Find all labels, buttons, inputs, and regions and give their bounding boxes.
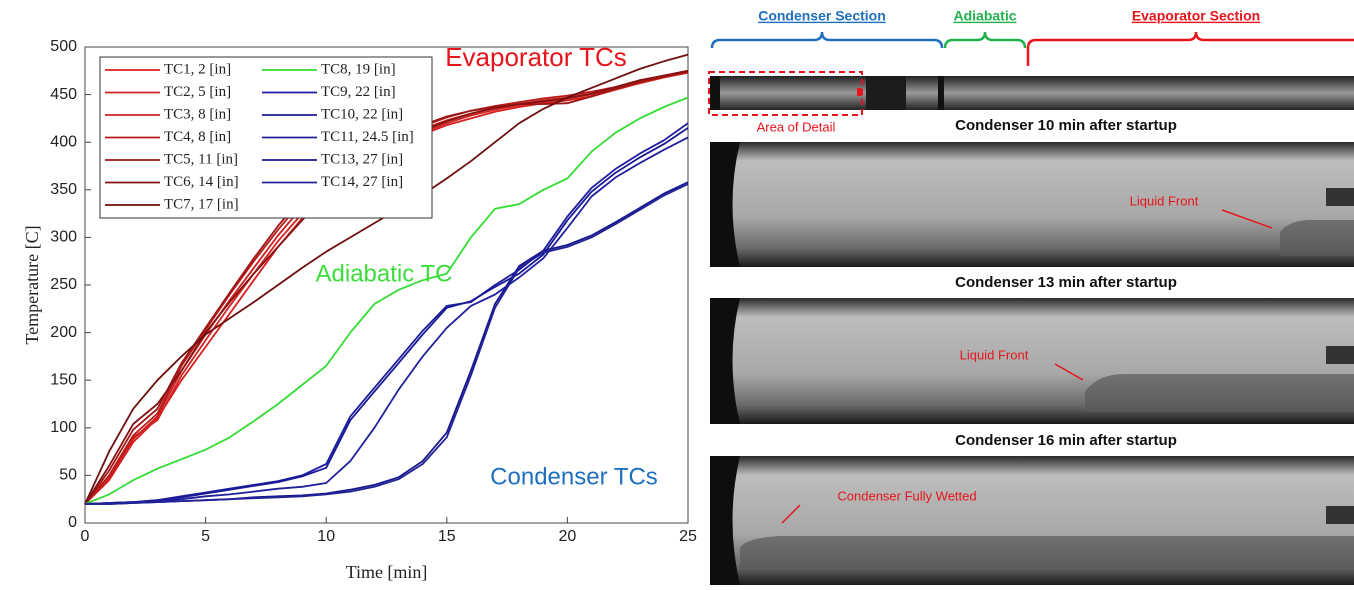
- legend-label: TC7, 17 [in]: [164, 196, 239, 212]
- x-tick-label: 15: [438, 528, 456, 545]
- series-line: [85, 183, 689, 505]
- x-tick-label: 25: [679, 528, 697, 545]
- y-tick-label: 200: [50, 324, 77, 341]
- y-tick-label: 150: [50, 371, 77, 388]
- overview-image: [710, 76, 1354, 110]
- image-detail: [1326, 188, 1354, 206]
- arrow: [1221, 209, 1273, 229]
- image-detail: [857, 88, 862, 96]
- image-detail: [938, 76, 944, 110]
- series-line: [84, 136, 689, 505]
- image-detail: [710, 298, 740, 424]
- legend-label: TC9, 22 [in]: [321, 84, 396, 100]
- frame: Condenser 16 min after startup Condenser…: [710, 432, 1354, 585]
- y-tick-label: 450: [50, 86, 77, 103]
- image-detail: [710, 456, 740, 585]
- image-detail: [866, 76, 906, 110]
- x-tick-label: 20: [559, 528, 577, 545]
- frame-annotation: Liquid Front: [960, 347, 1029, 362]
- section-label: Condenser Section: [758, 8, 886, 24]
- section-label: Adiabatic: [953, 8, 1016, 24]
- legend-label: TC14, 27 [in]: [321, 174, 403, 190]
- legend-label: TC1, 2 [in]: [164, 61, 231, 77]
- image-detail: [710, 142, 740, 267]
- arrow: [1054, 363, 1084, 381]
- x-tick-label: 10: [317, 528, 335, 545]
- legend-label: TC11, 24.5 [in]: [321, 129, 414, 145]
- frame: Condenser 13 min after startup Liquid Fr…: [710, 274, 1354, 424]
- x-tick-label: 5: [201, 528, 210, 545]
- chart: 0 5 10 15 20 25050100150200250300350400450500…: [22, 38, 697, 582]
- detail-label: Area of Detail: [757, 119, 836, 134]
- y-tick-label: 350: [50, 181, 77, 198]
- y-tick-label: 400: [50, 133, 77, 150]
- frame-annotation: Condenser Fully Wetted: [837, 488, 976, 503]
- y-tick-label: 50: [59, 467, 77, 484]
- frame: Condenser 10 min after startup Liquid Fr…: [710, 117, 1354, 267]
- legend-label: TC8, 19 [in]: [321, 61, 396, 77]
- y-tick-label: 300: [50, 229, 77, 246]
- y-tick-label: 250: [50, 276, 77, 293]
- y-tick-label: 0: [68, 514, 77, 531]
- legend-label: TC4, 8 [in]: [164, 129, 231, 145]
- legend-label: TC3, 8 [in]: [164, 106, 231, 122]
- detail-box: [708, 71, 863, 116]
- y-axis-label: Temperature [C]: [22, 225, 42, 344]
- legend-label: TC13, 27 [in]: [321, 151, 403, 167]
- section-label: Evaporator Section: [1132, 8, 1260, 24]
- liquid-front: [1085, 374, 1354, 412]
- legend-label: TC6, 14 [in]: [164, 174, 239, 190]
- annotation: Condenser TCs: [490, 463, 658, 490]
- legend-label: TC10, 22 [in]: [321, 106, 403, 122]
- frame-image: [710, 142, 1354, 267]
- image-detail: [1326, 346, 1354, 364]
- frame-title: Condenser 16 min after startup: [955, 432, 1177, 449]
- series-line: [84, 96, 689, 505]
- legend-label: TC5, 11 [in]: [164, 151, 238, 167]
- series-line: [85, 181, 689, 505]
- image-panel: Condenser Section Adiabatic Evaporator S…: [708, 8, 1354, 585]
- annotation: Evaporator TCs: [445, 42, 627, 72]
- y-tick-label: 100: [50, 419, 77, 436]
- liquid-front: [740, 536, 1354, 568]
- bracket: [710, 31, 944, 49]
- bracket: [943, 31, 1027, 49]
- frame-annotation: Liquid Front: [1130, 193, 1199, 208]
- series-line: [84, 127, 689, 505]
- y-tick-label: 500: [50, 38, 77, 55]
- legend-label: TC2, 5 [in]: [164, 84, 231, 100]
- annotation: Adiabatic TC: [316, 260, 453, 287]
- liquid-front: [1280, 220, 1354, 256]
- series-line: [84, 122, 689, 505]
- arrow: [781, 504, 801, 524]
- frame-title: Condenser 10 min after startup: [955, 117, 1177, 134]
- frame-title: Condenser 13 min after startup: [955, 274, 1177, 291]
- bracket: [1026, 31, 1354, 66]
- x-axis-label: Time [min]: [346, 562, 428, 582]
- x-tick-label: 0: [81, 528, 90, 545]
- image-detail: [1326, 506, 1354, 524]
- image-detail: [710, 76, 720, 110]
